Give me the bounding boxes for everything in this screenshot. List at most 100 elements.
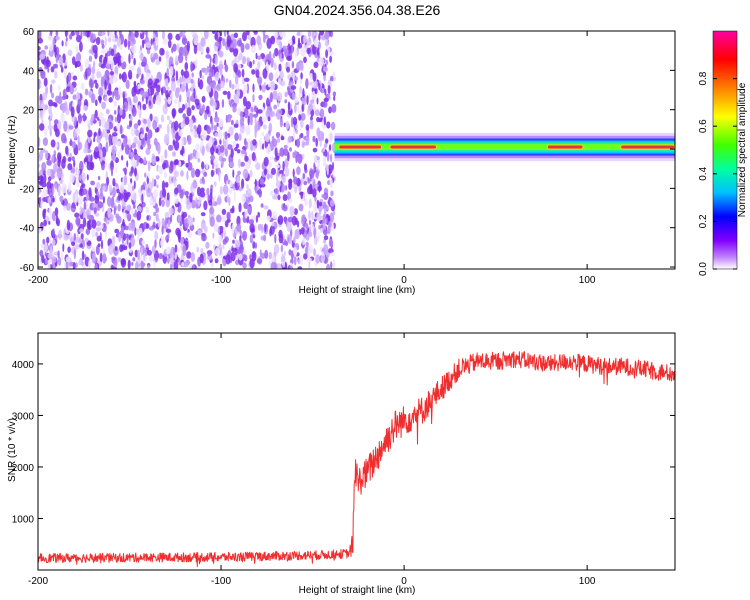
- noise-blob: [110, 48, 115, 57]
- noise-blob: [266, 173, 271, 179]
- noise-blob: [138, 227, 143, 236]
- noise-blob: [182, 153, 185, 158]
- noise-blob: [316, 116, 320, 123]
- noise-blob: [100, 49, 106, 54]
- noise-blob: [84, 58, 90, 70]
- noise-blob: [310, 99, 315, 104]
- noise-blob: [261, 132, 265, 137]
- noise-blob: [284, 99, 288, 104]
- noise-blob: [176, 43, 180, 51]
- noise-blob: [140, 31, 143, 34]
- noise-blob: [244, 77, 250, 83]
- noise-blob: [139, 158, 144, 164]
- noise-blob: [184, 191, 190, 196]
- noise-blob: [292, 93, 296, 101]
- noise-blob: [329, 55, 332, 63]
- noise-blob: [168, 164, 173, 174]
- noise-blob: [284, 91, 288, 98]
- noise-blob: [86, 67, 92, 77]
- noise-blob: [211, 31, 216, 34]
- noise-blob: [92, 202, 98, 209]
- noise-blob: [236, 176, 240, 183]
- noise-blob: [38, 31, 42, 40]
- noise-blob: [262, 143, 265, 150]
- noise-blob: [330, 121, 336, 131]
- noise-blob: [220, 80, 225, 89]
- noise-blob: [162, 38, 168, 45]
- noise-blob: [66, 219, 71, 231]
- noise-blob: [158, 253, 164, 259]
- noise-blob: [326, 263, 331, 269]
- noise-blob: [307, 250, 311, 261]
- noise-blob: [192, 33, 198, 41]
- noise-blob: [289, 205, 295, 216]
- noise-blob: [145, 244, 149, 248]
- noise-blob: [38, 45, 41, 51]
- noise-blob: [108, 97, 113, 103]
- noise-blob: [239, 161, 245, 167]
- signal-core: [390, 145, 437, 149]
- noise-blob: [262, 68, 268, 79]
- noise-blob: [311, 210, 314, 221]
- noise-blob: [190, 252, 195, 262]
- noise-blob: [189, 97, 196, 102]
- noise-blob: [128, 242, 132, 249]
- noise-blob: [196, 151, 200, 159]
- noise-blob: [44, 251, 47, 257]
- colorbar-tick-label: 0.6: [698, 119, 709, 133]
- noise-blob: [65, 86, 71, 93]
- noise-blob: [130, 159, 137, 167]
- noise-blob: [285, 241, 289, 247]
- noise-blob: [107, 121, 113, 130]
- noise-blob: [133, 57, 136, 66]
- noise-blob: [107, 56, 114, 65]
- noise-blob: [311, 31, 315, 39]
- noise-blob: [292, 116, 298, 126]
- noise-blob: [196, 246, 199, 253]
- noise-blob: [120, 155, 124, 161]
- noise-blob: [230, 251, 236, 262]
- noise-blob: [154, 78, 160, 84]
- noise-blob: [316, 47, 320, 56]
- noise-blob: [140, 133, 144, 140]
- noise-blob: [264, 132, 271, 143]
- noise-blob: [153, 41, 156, 49]
- noise-blob: [280, 136, 285, 141]
- noise-blob: [243, 107, 249, 119]
- noise-blob: [242, 76, 246, 85]
- noise-blob: [233, 70, 236, 80]
- noise-blob: [139, 90, 145, 96]
- noise-blob: [238, 202, 242, 213]
- noise-blob: [120, 56, 124, 64]
- noise-blob: [90, 161, 94, 171]
- noise-blob: [216, 197, 222, 205]
- noise-blob: [229, 181, 233, 188]
- noise-blob: [216, 214, 222, 223]
- noise-blob: [328, 221, 332, 228]
- noise-blob: [133, 180, 136, 190]
- noise-blob: [232, 38, 237, 49]
- noise-blob: [198, 79, 204, 90]
- noise-blob: [230, 148, 234, 158]
- noise-blob: [272, 52, 276, 59]
- noise-blob: [280, 244, 284, 253]
- noise-blob: [150, 85, 155, 96]
- noise-blob: [93, 60, 96, 68]
- noise-blob: [313, 221, 316, 226]
- noise-blob: [88, 55, 93, 62]
- noise-blob: [102, 253, 107, 264]
- noise-blob: [227, 144, 233, 150]
- noise-blob: [252, 59, 255, 65]
- noise-blob: [247, 115, 250, 126]
- noise-blob: [91, 66, 96, 75]
- noise-blob: [179, 220, 183, 227]
- noise-blob: [118, 234, 121, 243]
- noise-blob: [187, 217, 190, 223]
- noise-blob: [210, 184, 214, 190]
- noise-blob: [318, 201, 323, 207]
- noise-blob: [83, 147, 88, 154]
- noise-blob: [214, 161, 219, 169]
- noise-blob: [96, 181, 100, 190]
- noise-blob: [73, 233, 77, 241]
- noise-blob: [321, 251, 324, 256]
